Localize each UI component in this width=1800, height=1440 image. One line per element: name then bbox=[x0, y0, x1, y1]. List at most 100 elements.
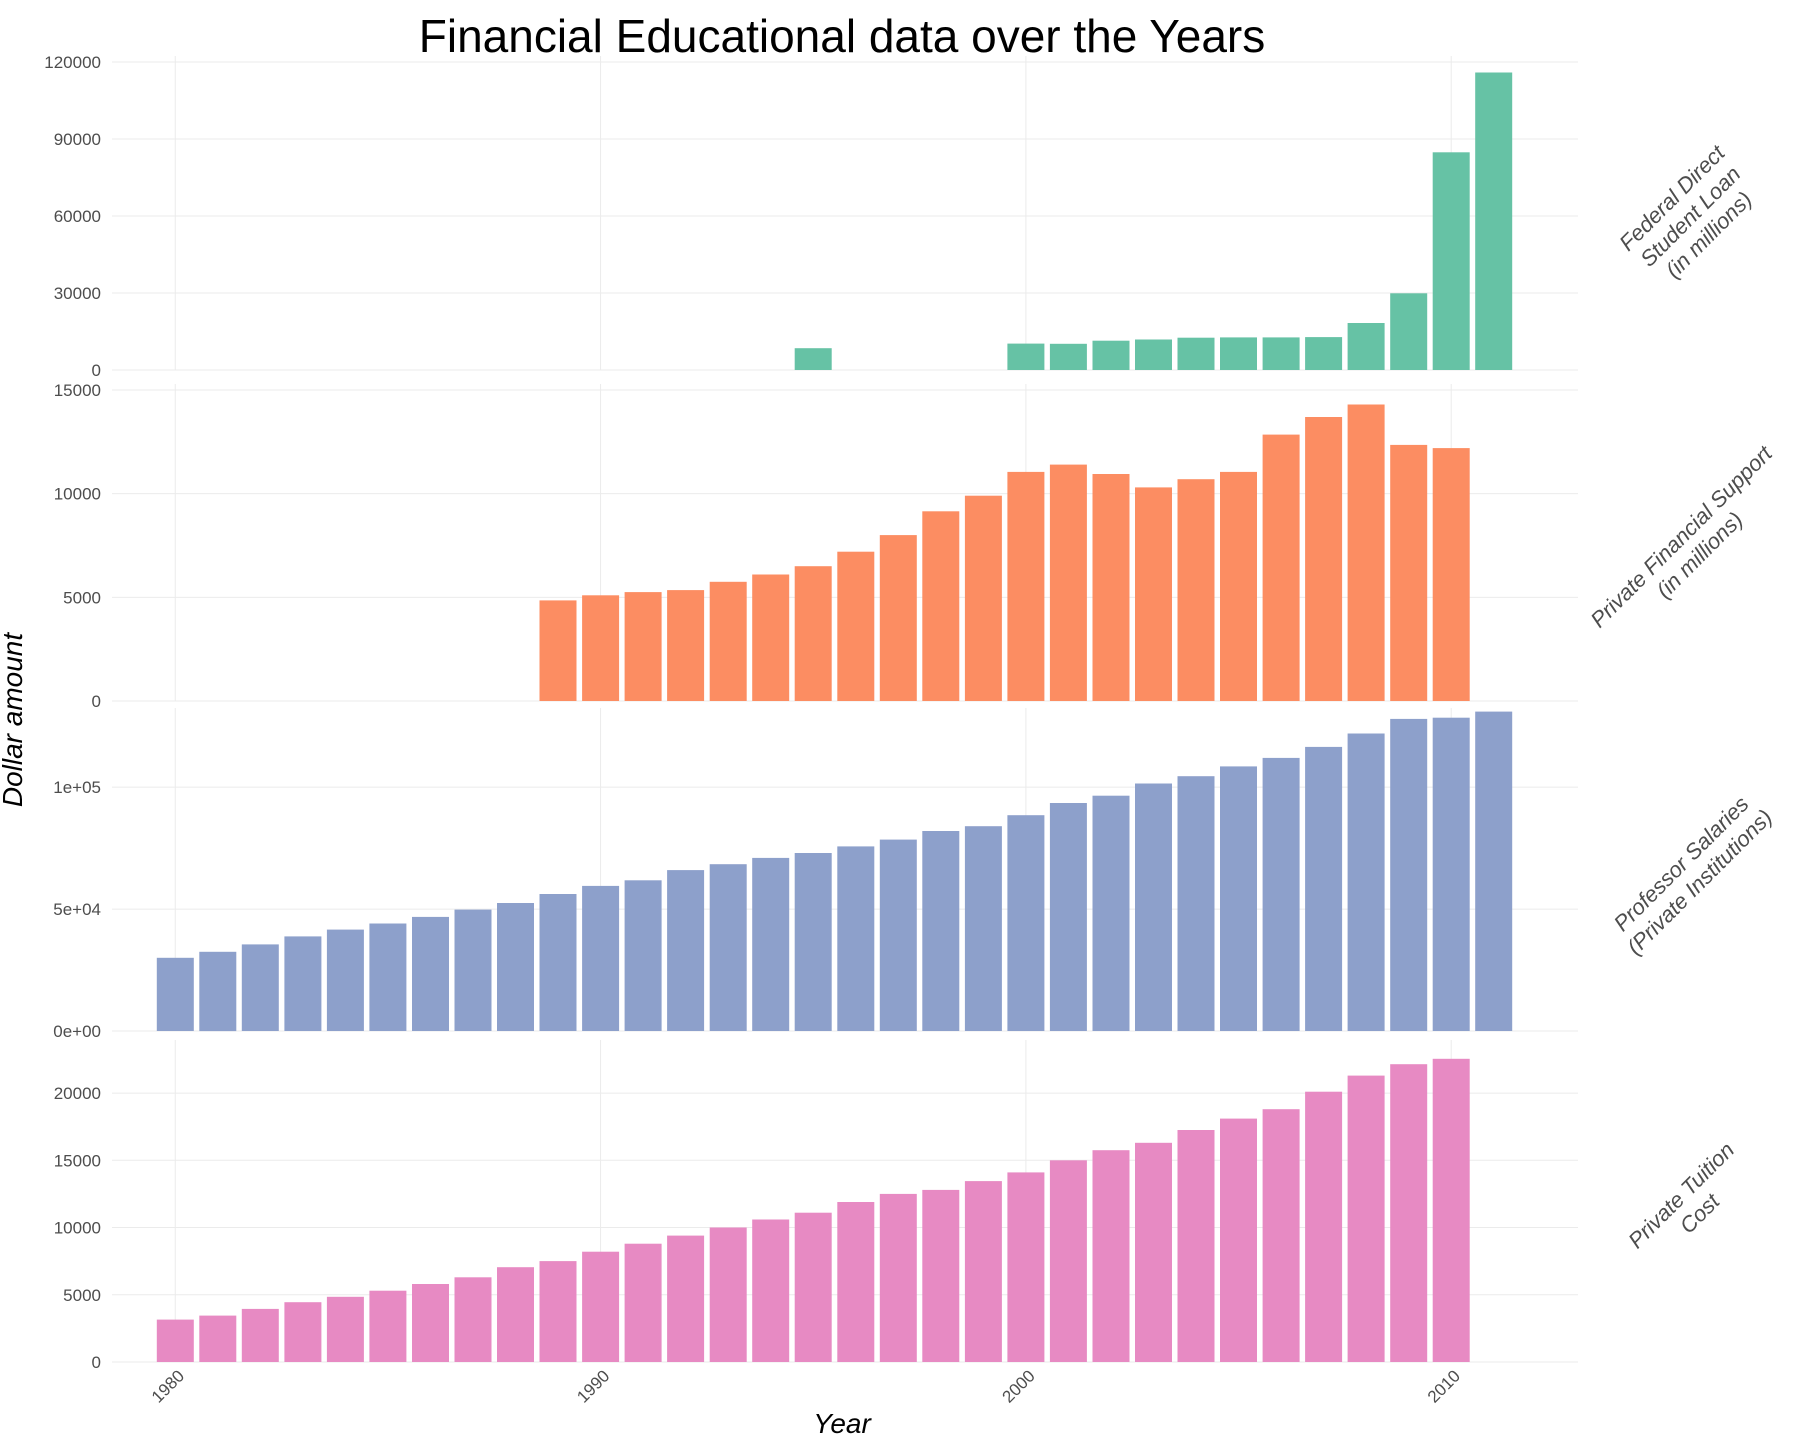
facet-label-line: Private Tuition bbox=[1623, 1137, 1739, 1253]
facet-panels: 0 30000 60000 90000 120000 Federal DirectStud… bbox=[44, 53, 1778, 1372]
bar bbox=[1220, 471, 1257, 701]
x-axis-title: Year bbox=[813, 1408, 872, 1439]
facet-panel: 0 30000 60000 90000 120000 Federal DirectStud… bbox=[44, 53, 1767, 380]
bar bbox=[709, 581, 747, 701]
bar bbox=[964, 826, 1002, 1031]
y-tick-label: 0 bbox=[92, 692, 101, 711]
bar bbox=[964, 495, 1002, 701]
bar bbox=[752, 1219, 790, 1362]
bar bbox=[284, 1302, 322, 1362]
bar bbox=[794, 566, 832, 701]
bar bbox=[964, 1181, 1002, 1362]
bar bbox=[837, 551, 875, 701]
facet-label-line: Private Financial Support bbox=[1585, 440, 1777, 632]
bar bbox=[709, 1227, 747, 1362]
bar bbox=[1390, 718, 1428, 1031]
bar bbox=[1475, 711, 1513, 1031]
facet-panel: 0 5000 10000 15000 Private Financial Support… bbox=[54, 381, 1778, 711]
y-tick-label: 0 bbox=[92, 1353, 101, 1372]
y-tick-label: 90000 bbox=[54, 130, 101, 149]
bar bbox=[1007, 471, 1045, 701]
bar bbox=[497, 1267, 534, 1362]
bar bbox=[1347, 404, 1385, 701]
facet-label: Professor Salaries(Private Institutions) bbox=[1604, 786, 1778, 960]
bar bbox=[879, 839, 917, 1031]
bar bbox=[1432, 448, 1470, 701]
bar bbox=[1390, 1064, 1428, 1362]
bar bbox=[922, 831, 960, 1031]
bar bbox=[326, 929, 364, 1031]
bar bbox=[1092, 474, 1130, 701]
bar bbox=[1135, 783, 1172, 1031]
bar bbox=[1220, 337, 1257, 370]
bar bbox=[1007, 815, 1045, 1031]
bar bbox=[1092, 795, 1130, 1031]
bar bbox=[241, 944, 279, 1031]
bar bbox=[369, 923, 407, 1031]
facet-label: Private TuitionCost bbox=[1623, 1137, 1757, 1271]
y-tick-label: 60000 bbox=[54, 207, 101, 226]
bar bbox=[1135, 339, 1172, 370]
y-tick-label: 120000 bbox=[44, 53, 101, 72]
bar bbox=[326, 1296, 364, 1362]
bar bbox=[922, 511, 960, 701]
y-tick-label: 1e+05 bbox=[53, 778, 101, 797]
bar bbox=[1092, 1150, 1130, 1362]
bar bbox=[199, 1315, 237, 1362]
bar bbox=[1347, 1075, 1385, 1362]
bar bbox=[497, 903, 534, 1031]
bar bbox=[1432, 1058, 1470, 1362]
bar bbox=[1390, 293, 1428, 370]
bar bbox=[539, 894, 577, 1031]
bar bbox=[667, 870, 705, 1031]
bar bbox=[1177, 479, 1215, 701]
bar bbox=[582, 1251, 620, 1362]
bar bbox=[1390, 444, 1428, 701]
bar bbox=[1135, 487, 1172, 701]
bar bbox=[837, 846, 875, 1031]
bar bbox=[582, 595, 620, 701]
bar bbox=[1220, 1118, 1257, 1362]
bar bbox=[582, 885, 620, 1031]
bar bbox=[879, 1193, 917, 1362]
bar bbox=[794, 348, 832, 370]
facet-label: Federal DirectStudent Loan(in millions) bbox=[1614, 140, 1767, 293]
bar bbox=[539, 600, 577, 701]
bar bbox=[1177, 1130, 1215, 1362]
bar bbox=[1049, 343, 1087, 370]
facet-panel: 0 5000 10000 15000 20000 Private TuitionCost bbox=[54, 1040, 1757, 1372]
bar bbox=[412, 1284, 449, 1362]
bar bbox=[1007, 1172, 1045, 1362]
y-axis-title: Dollar amount bbox=[0, 632, 28, 808]
y-tick-label: 15000 bbox=[54, 1151, 101, 1170]
bar bbox=[624, 1243, 662, 1362]
bar bbox=[1135, 1142, 1172, 1362]
facet-panel: 0e+00 5e+04 1e+05 Professor Salaries(Privat… bbox=[53, 708, 1777, 1041]
bar bbox=[624, 880, 662, 1031]
bar bbox=[1305, 1091, 1343, 1362]
bar bbox=[1049, 464, 1087, 701]
bar bbox=[454, 909, 492, 1031]
bar bbox=[199, 951, 237, 1032]
bar bbox=[156, 1319, 194, 1362]
x-tick-label: 1980 bbox=[148, 1366, 188, 1406]
y-tick-label: 5e+04 bbox=[53, 900, 101, 919]
bar bbox=[1347, 733, 1385, 1031]
bar bbox=[837, 1202, 875, 1362]
bar bbox=[667, 590, 705, 701]
bar bbox=[1177, 337, 1215, 370]
y-tick-label: 5000 bbox=[63, 1286, 101, 1305]
chart-title: Financial Educational data over the Year… bbox=[419, 10, 1265, 62]
bar bbox=[752, 857, 790, 1031]
bar bbox=[1475, 72, 1513, 370]
y-tick-label: 30000 bbox=[54, 284, 101, 303]
bar bbox=[454, 1277, 492, 1362]
x-tick-label: 1990 bbox=[573, 1366, 613, 1406]
y-tick-label: 15000 bbox=[54, 381, 101, 400]
bar bbox=[1432, 717, 1470, 1031]
x-axis-ticks: 1980 1990 2000 2010 bbox=[148, 1366, 1464, 1406]
bar bbox=[1305, 746, 1343, 1031]
bar bbox=[284, 936, 322, 1031]
bar bbox=[1262, 337, 1300, 370]
